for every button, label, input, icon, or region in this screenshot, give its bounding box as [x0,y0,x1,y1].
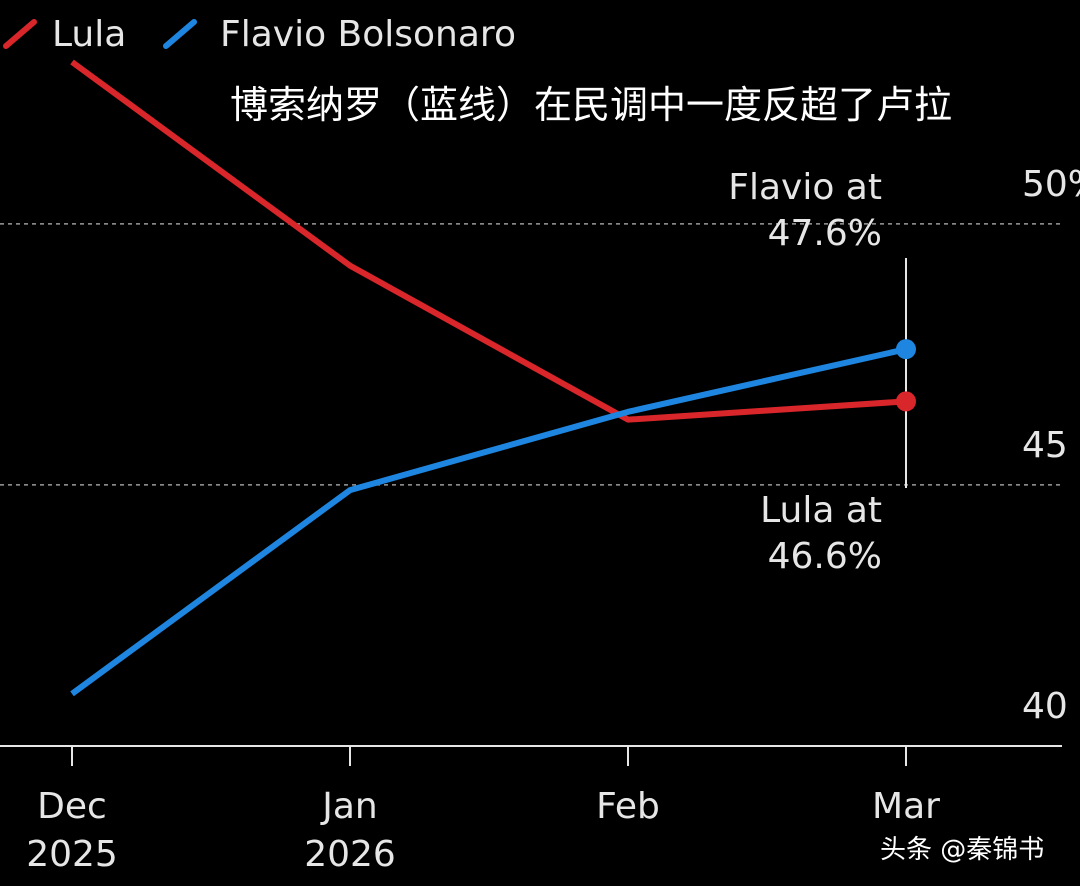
annotation: 47.6% [767,213,882,254]
x-tick-label: Dec 2025 [26,786,118,875]
legend-label: Lula [52,14,126,55]
x-tick-label: Jan 2026 [304,786,396,875]
annotation: 46.6% [767,536,882,577]
legend-swatch [3,19,37,49]
y-tick-label: 40 [1022,686,1068,727]
chart-title: 博索纳罗（蓝线）在民调中一度反超了卢拉 [230,83,952,127]
watermark: 头条 @秦锦书 [880,835,1044,865]
series-line [70,59,907,423]
end-point [896,391,916,412]
y-tick-label: 50% [1022,164,1080,205]
annotation: Flavio at [728,167,882,208]
end-point [896,339,916,360]
legend-swatch [163,19,197,49]
x-tick-label: Mar [872,786,940,827]
y-tick-label: 45 [1022,425,1068,466]
series-line [70,346,907,697]
annotation: Lula at [760,490,882,531]
x-tick-label: Feb [596,786,660,827]
legend-label: Flavio Bolsonaro [220,14,516,55]
